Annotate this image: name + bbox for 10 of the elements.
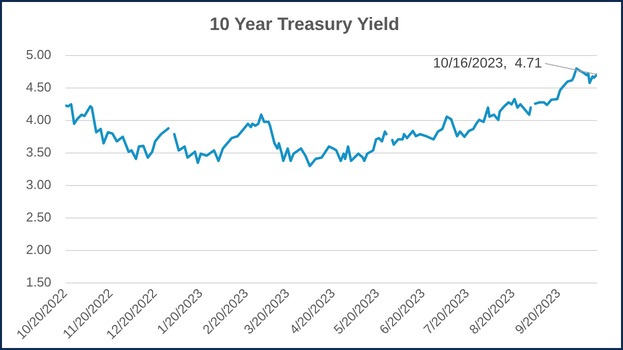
y-tick-label: 2.00 bbox=[26, 242, 52, 258]
annotation: 10/16/2023, 4.71 bbox=[433, 54, 542, 70]
y-tick-label: 4.00 bbox=[26, 112, 52, 128]
y-tick-label: 3.00 bbox=[26, 177, 52, 192]
y-tick-label: 2.50 bbox=[26, 210, 52, 225]
y-tick-label: 5.00 bbox=[26, 47, 52, 62]
y-tick-label: 1.50 bbox=[26, 274, 52, 290]
y-tick-label: 3.50 bbox=[26, 144, 52, 160]
chart-title: 10 Year Treasury Yield bbox=[210, 14, 400, 34]
y-tick-label: 4.50 bbox=[26, 80, 52, 95]
